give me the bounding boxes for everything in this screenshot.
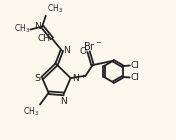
Text: CH$_3$: CH$_3$ <box>47 2 63 15</box>
Text: N: N <box>60 97 67 106</box>
Text: Br$^-$: Br$^-$ <box>83 40 102 52</box>
Text: O: O <box>79 47 86 56</box>
Text: N$^+$: N$^+$ <box>72 72 86 84</box>
Text: CH: CH <box>38 34 51 43</box>
Text: Cl: Cl <box>130 61 139 70</box>
Text: CH$_3$: CH$_3$ <box>23 106 39 118</box>
Text: S: S <box>34 74 40 83</box>
Text: CH$_3$: CH$_3$ <box>14 23 30 35</box>
Text: Cl: Cl <box>130 73 139 82</box>
Text: N: N <box>63 46 70 55</box>
Text: N: N <box>34 22 41 31</box>
